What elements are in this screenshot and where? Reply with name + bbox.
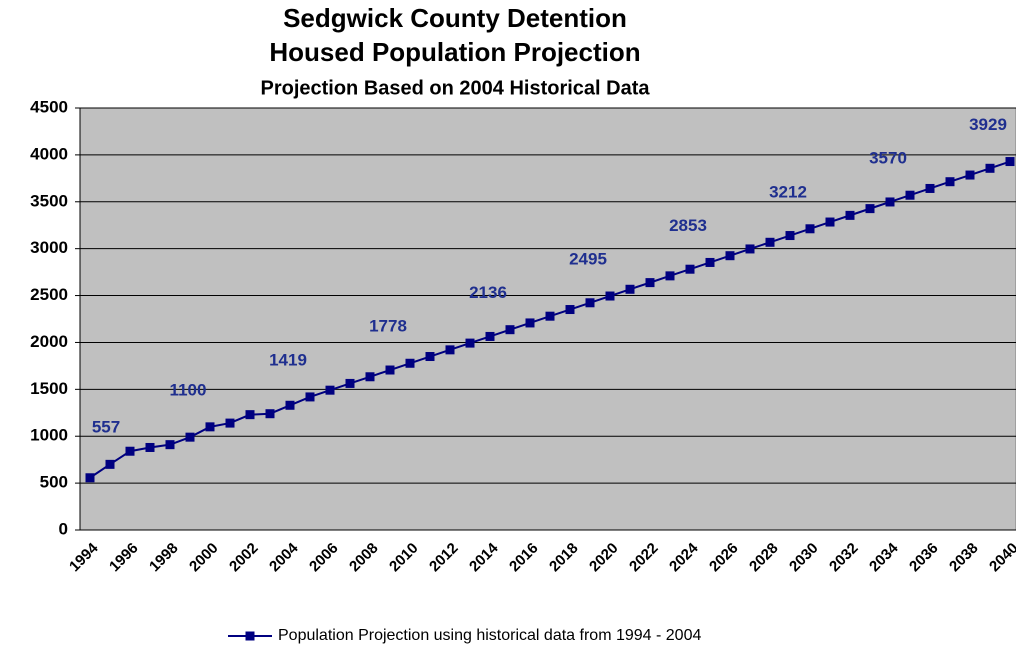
- data-label: 1419: [269, 350, 307, 369]
- y-tick-label: 2000: [30, 332, 68, 351]
- x-tick-label: 2034: [866, 539, 902, 575]
- marker: [785, 231, 795, 241]
- marker: [165, 440, 175, 450]
- marker: [745, 244, 755, 254]
- x-tick-label: 2008: [346, 540, 382, 576]
- marker: [565, 305, 575, 315]
- marker: [385, 365, 395, 375]
- x-tick-label: 1994: [66, 539, 102, 575]
- x-tick-label: 2036: [906, 540, 942, 576]
- chart-title: Housed Population Projection: [269, 37, 640, 67]
- marker: [245, 410, 255, 420]
- marker: [525, 318, 535, 328]
- marker: [885, 197, 895, 207]
- y-tick-label: 1500: [30, 379, 68, 398]
- marker: [705, 257, 715, 267]
- x-tick-label: 2030: [786, 540, 822, 576]
- x-tick-label: 2032: [826, 540, 862, 576]
- x-tick-label: 2018: [546, 540, 582, 576]
- y-tick-label: 4500: [30, 97, 68, 116]
- x-tick-label: 2020: [586, 540, 622, 576]
- marker: [505, 325, 515, 335]
- y-tick-label: 3000: [30, 238, 68, 257]
- marker: [465, 338, 475, 348]
- x-tick-label: 2014: [466, 539, 502, 575]
- x-tick-label: 2006: [306, 540, 342, 576]
- marker: [645, 278, 655, 288]
- data-label: 2495: [569, 250, 607, 269]
- marker: [625, 284, 635, 294]
- marker: [725, 251, 735, 261]
- x-tick-label: 1998: [146, 540, 182, 576]
- marker: [225, 418, 235, 428]
- marker: [765, 237, 775, 247]
- marker: [125, 446, 135, 456]
- marker: [445, 345, 455, 355]
- marker: [585, 298, 595, 308]
- marker: [185, 432, 195, 442]
- x-tick-label: 2040: [986, 540, 1016, 576]
- marker: [325, 385, 335, 395]
- data-label: 3212: [769, 182, 807, 201]
- marker: [545, 311, 555, 321]
- x-tick-label: 2010: [386, 540, 422, 576]
- marker: [305, 392, 315, 402]
- marker: [285, 400, 295, 410]
- x-tick-label: 2022: [626, 540, 662, 576]
- legend-label: Population Projection using historical d…: [278, 627, 701, 644]
- x-tick-label: 2016: [506, 540, 542, 576]
- marker: [85, 473, 95, 483]
- data-label: 2136: [469, 283, 507, 302]
- marker: [425, 352, 435, 362]
- x-tick-label: 2000: [186, 540, 222, 576]
- chart-title: Sedgwick County Detention: [283, 3, 627, 33]
- marker: [965, 170, 975, 180]
- marker: [485, 331, 495, 341]
- y-tick-label: 1000: [30, 426, 68, 445]
- data-label: 3929: [969, 115, 1007, 134]
- marker: [365, 372, 375, 382]
- x-tick-label: 2028: [746, 540, 782, 576]
- y-tick-label: 3500: [30, 191, 68, 210]
- marker: [1005, 157, 1015, 167]
- x-tick-label: 2026: [706, 540, 742, 576]
- x-tick-label: 2038: [946, 540, 982, 576]
- data-label: 557: [92, 417, 120, 436]
- marker: [145, 442, 155, 452]
- marker: [685, 264, 695, 274]
- y-tick-label: 2500: [30, 285, 68, 304]
- x-tick-label: 1996: [106, 540, 142, 576]
- data-label: 1778: [369, 317, 407, 336]
- marker: [205, 422, 215, 432]
- data-label: 2853: [669, 216, 707, 235]
- marker: [985, 163, 995, 173]
- data-label: 3570: [869, 149, 907, 168]
- marker: [925, 183, 935, 193]
- marker: [405, 358, 415, 368]
- marker: [265, 409, 275, 419]
- y-tick-label: 500: [40, 473, 68, 492]
- y-tick-label: 0: [59, 519, 68, 538]
- marker: [865, 204, 875, 214]
- y-tick-label: 4000: [30, 144, 68, 163]
- marker: [605, 291, 615, 301]
- chart-subtitle: Projection Based on 2004 Historical Data: [260, 77, 650, 99]
- x-tick-label: 2024: [666, 539, 702, 575]
- marker: [945, 177, 955, 187]
- x-tick-label: 2012: [426, 540, 462, 576]
- marker: [805, 224, 815, 234]
- marker: [905, 190, 915, 200]
- marker: [845, 210, 855, 220]
- x-tick-label: 2004: [266, 539, 302, 575]
- marker: [105, 459, 115, 469]
- data-label: 1100: [170, 380, 207, 399]
- marker: [825, 217, 835, 227]
- marker: [665, 271, 675, 281]
- marker: [345, 378, 355, 388]
- legend-marker: [245, 631, 255, 641]
- x-tick-label: 2002: [226, 540, 262, 576]
